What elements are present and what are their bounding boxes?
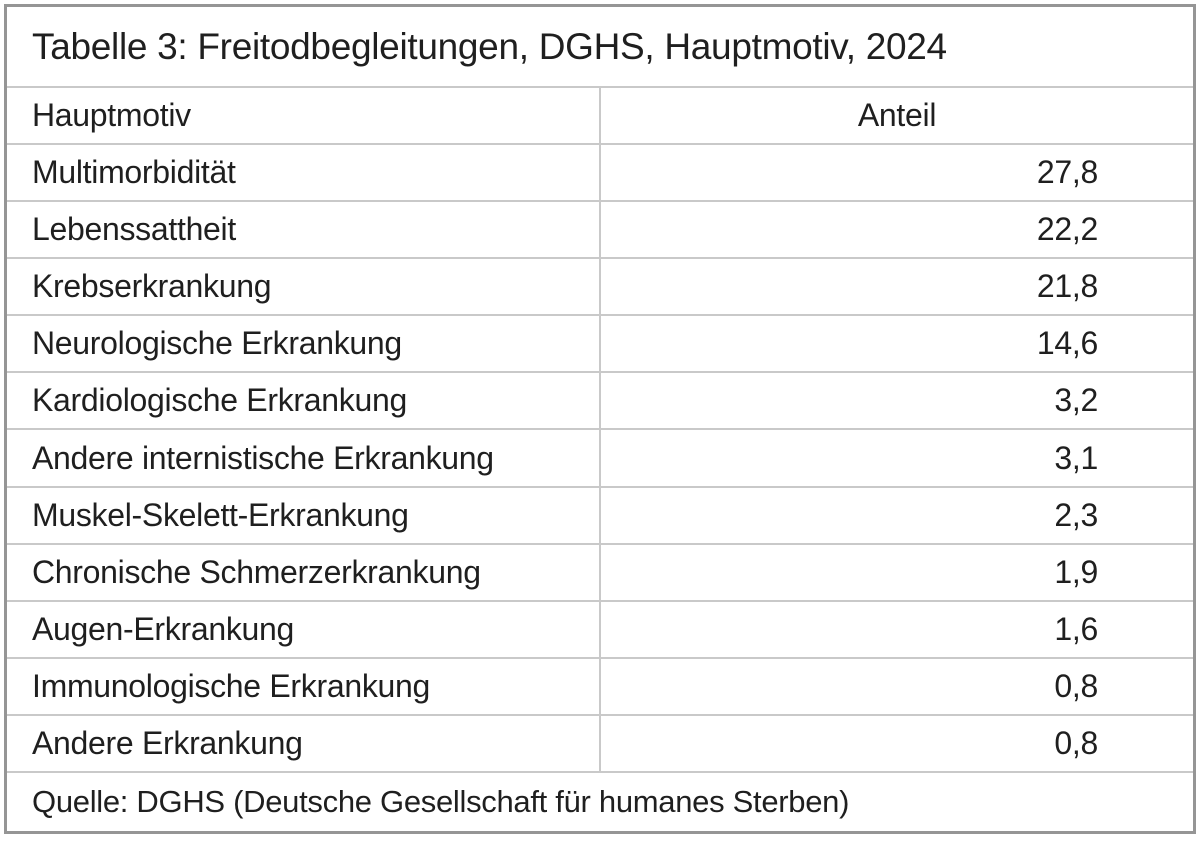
motiv-cell: Andere Erkrankung [7,713,600,772]
anteil-cell: 0,8 [599,713,1193,772]
motiv-cell: Neurologische Erkrankung [7,314,600,373]
table-row: Multimorbidität 27,8 [7,143,1193,202]
anteil-cell: 0,8 [599,656,1193,715]
motiv-cell: Augen-Erkrankung [7,599,600,658]
table-row: Krebserkrankung 21,8 [7,257,1193,316]
anteil-cell: 22,2 [599,200,1193,259]
anteil-cell: 27,8 [599,143,1193,202]
motiv-cell: Multimorbidität [7,143,600,202]
motiv-cell: Immunologische Erkrankung [7,656,600,715]
table-row: Chronische Schmerzerkrankung 1,9 [7,542,1193,601]
statistics-table-frame: Tabelle 3: Freitodbegleitungen, DGHS, Ha… [4,4,1196,834]
statistics-table: Tabelle 3: Freitodbegleitungen, DGHS, Ha… [7,7,1193,831]
motiv-cell: Andere internistische Erkrankung [7,428,600,487]
motiv-cell: Chronische Schmerzerkrankung [7,542,600,601]
column-header-anteil: Anteil [599,86,1193,145]
anteil-cell: 2,3 [599,485,1193,544]
title-row: Tabelle 3: Freitodbegleitungen, DGHS, Ha… [7,7,1193,87]
anteil-cell: 1,9 [599,542,1193,601]
table-row: Lebenssattheit 22,2 [7,200,1193,259]
table-row: Muskel-Skelett-Erkrankung 2,3 [7,485,1193,544]
table-row: Andere Erkrankung 0,8 [7,713,1193,772]
table-row: Andere internistische Erkrankung 3,1 [7,428,1193,487]
column-header-hauptmotiv: Hauptmotiv [7,86,600,145]
table-row: Kardiologische Erkrankung 3,2 [7,371,1193,430]
anteil-cell: 1,6 [599,599,1193,658]
anteil-cell: 3,1 [599,428,1193,487]
header-row: Hauptmotiv Anteil [7,86,1193,145]
anteil-cell: 3,2 [599,371,1193,430]
table-row: Neurologische Erkrankung 14,6 [7,314,1193,373]
source-row: Quelle: DGHS (Deutsche Gesellschaft für … [7,770,1193,831]
table-title: Tabelle 3: Freitodbegleitungen, DGHS, Ha… [32,25,947,67]
motiv-cell: Kardiologische Erkrankung [7,371,600,430]
anteil-cell: 21,8 [599,257,1193,316]
motiv-cell: Krebserkrankung [7,257,600,316]
table-row: Augen-Erkrankung 1,6 [7,599,1193,658]
table-row: Immunologische Erkrankung 0,8 [7,656,1193,715]
motiv-cell: Lebenssattheit [7,200,600,259]
source-note: Quelle: DGHS (Deutsche Gesellschaft für … [7,770,1193,831]
anteil-cell: 14,6 [599,314,1193,373]
motiv-cell: Muskel-Skelett-Erkrankung [7,485,600,544]
